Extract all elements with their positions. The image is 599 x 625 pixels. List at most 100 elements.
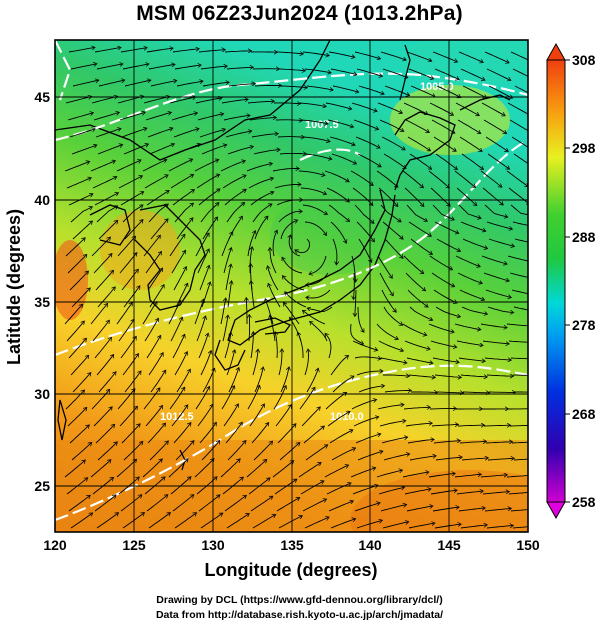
streamline (462, 392, 489, 393)
streamline (350, 323, 363, 344)
streamline (170, 318, 182, 342)
streamline (275, 120, 302, 121)
streamline (454, 170, 475, 187)
streamline (384, 85, 409, 95)
streamline (246, 164, 272, 172)
streamline (402, 323, 426, 335)
streamline (171, 251, 185, 274)
streamline (72, 373, 90, 393)
streamline (227, 147, 253, 155)
streamline (462, 238, 487, 248)
streamline (272, 169, 298, 172)
streamline (409, 153, 431, 169)
streamline (485, 136, 508, 151)
streamline (69, 426, 89, 444)
streamline (142, 460, 162, 478)
colorbar: 308 298 288 278 268 258 (546, 42, 596, 520)
streamline (223, 248, 231, 274)
streamline (356, 371, 382, 376)
streamline (383, 454, 409, 461)
streamline (97, 288, 115, 308)
streamline (221, 233, 232, 257)
streamline (457, 272, 482, 283)
streamline (266, 300, 274, 325)
streamline (306, 85, 332, 90)
streamline (68, 48, 94, 53)
y-tick-40: 40 (34, 192, 50, 208)
streamline (200, 351, 211, 376)
streamline (402, 472, 428, 478)
streamline (222, 316, 228, 342)
streamline (327, 412, 349, 427)
streamline (486, 221, 512, 229)
streamline (332, 85, 358, 92)
streamline (355, 136, 379, 148)
streamline (434, 374, 461, 377)
streamline (434, 221, 458, 233)
streamline (149, 144, 174, 155)
streamline (325, 102, 351, 109)
streamline (279, 443, 299, 461)
streamline (304, 68, 330, 73)
streamline (354, 51, 380, 59)
streamline (461, 458, 488, 461)
colorbar-top-arrow (546, 42, 566, 61)
streamline (458, 357, 484, 361)
streamline (224, 496, 246, 512)
streamline (298, 170, 324, 175)
streamline (272, 461, 293, 478)
streamline (433, 136, 456, 151)
streamline (221, 386, 234, 410)
streamline (484, 357, 511, 360)
streamline (147, 128, 172, 138)
streamline (357, 153, 380, 166)
streamline (277, 137, 304, 138)
streamline (250, 192, 273, 206)
streamline (246, 298, 247, 324)
x-tick-145: 145 (437, 537, 461, 553)
streamline (148, 205, 168, 223)
streamline (149, 285, 164, 308)
streamline (507, 102, 528, 116)
streamline (253, 442, 272, 461)
streamline (168, 301, 180, 325)
streamline (120, 337, 136, 359)
streamline (351, 255, 356, 281)
streamline (72, 222, 92, 240)
streamline (65, 238, 85, 257)
streamline (254, 86, 281, 87)
streamline (511, 136, 528, 148)
streamline (508, 340, 528, 343)
x-axis: 120 125 130 135 140 145 150 Longitude (d… (43, 537, 540, 580)
streamline (194, 459, 213, 478)
streamline (249, 315, 250, 342)
credit-drawing: Drawing by DCL (https://www.gfd-dennou.o… (156, 594, 443, 606)
y-tick-30: 30 (34, 386, 50, 402)
streamline (403, 255, 423, 273)
streamline (251, 134, 277, 138)
streamline (488, 85, 512, 98)
streamline (90, 161, 115, 172)
streamline (93, 254, 111, 274)
plot-frame (54, 39, 529, 533)
streamline (301, 119, 327, 124)
streamline (434, 524, 460, 529)
streamline (480, 323, 506, 328)
streamline (296, 238, 311, 253)
streamline (512, 221, 528, 226)
streamline (510, 51, 528, 61)
streamline (299, 388, 315, 410)
streamline (358, 386, 384, 393)
streamline (121, 270, 138, 291)
y-axis-label: Latitude (degrees) (4, 209, 24, 365)
streamline (430, 340, 456, 347)
streamline (305, 153, 331, 159)
streamline (70, 513, 92, 529)
streamline (65, 97, 91, 104)
streamline (246, 460, 266, 478)
streamline (308, 307, 333, 312)
colorbar-tick-308: 308 (572, 52, 596, 68)
streamline (408, 523, 434, 529)
streamline (174, 513, 196, 529)
streamline (289, 236, 301, 257)
